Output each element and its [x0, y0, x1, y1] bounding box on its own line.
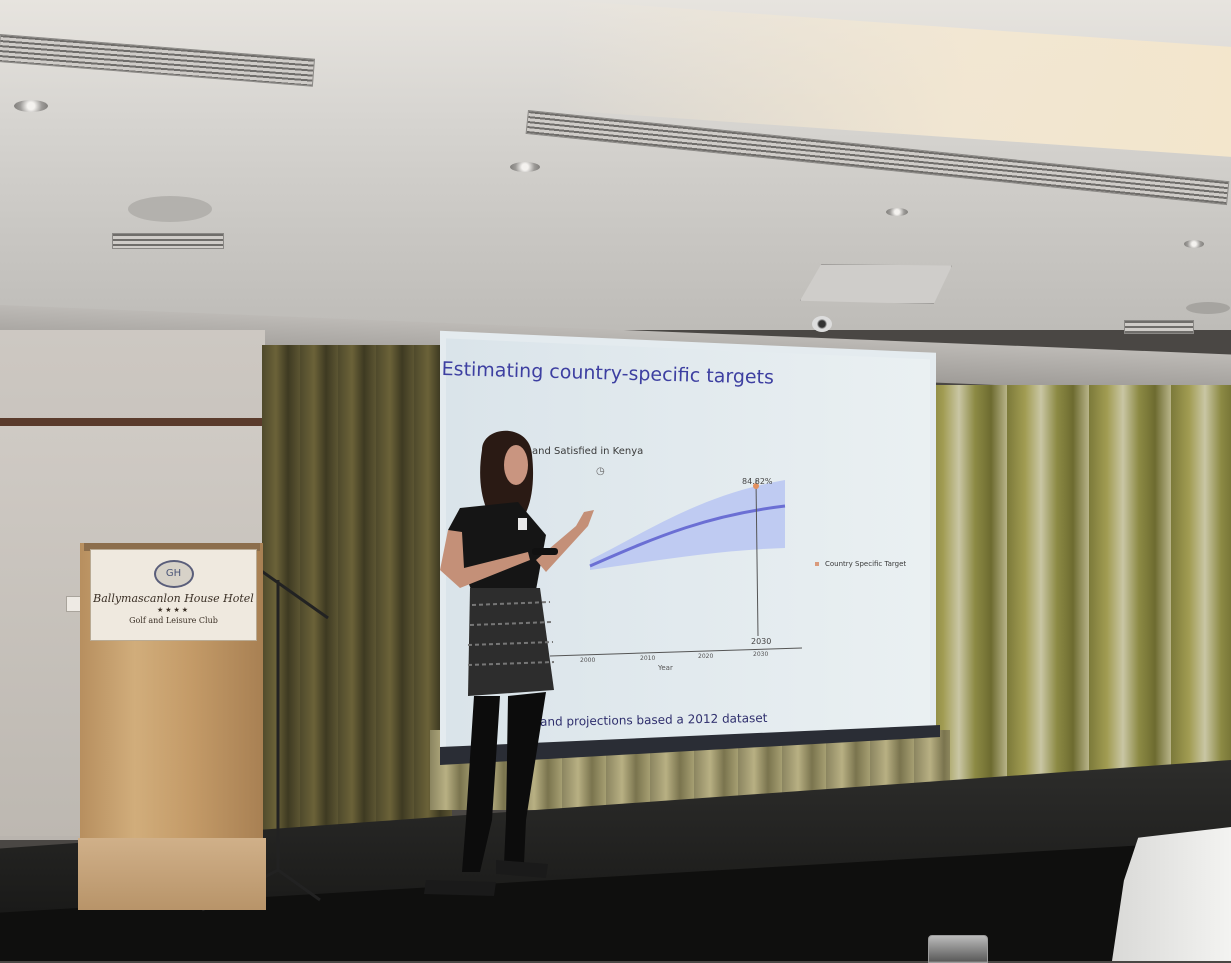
x-tick: 2000: [580, 657, 595, 664]
ceiling-vent-small: [112, 233, 224, 249]
presenter: [424, 430, 594, 896]
x-tick: 2030: [753, 651, 768, 658]
ceiling-access-panel: [800, 264, 952, 304]
hotel-logo: GH: [153, 560, 194, 588]
water-glass: [928, 935, 988, 963]
clock-icon: ◷: [596, 466, 605, 477]
downlight: [886, 208, 908, 216]
presenter-face: [504, 445, 528, 485]
star-rating: ★★★★: [156, 606, 191, 614]
x-tick: 2010: [640, 655, 655, 662]
legend-label: Country Specific Target: [825, 560, 907, 568]
podium-top: [84, 543, 260, 551]
target-vertical-line: [755, 479, 759, 637]
target-year-label: 2030: [751, 637, 771, 646]
podium-sign: GH Ballymascanlon House Hotel ★★★★ Golf …: [90, 549, 257, 641]
ceiling-vent-small: [1124, 320, 1194, 334]
x-axis-label: Year: [657, 664, 673, 672]
legend-swatch: [815, 562, 819, 566]
presenter-skirt: [468, 588, 554, 696]
presenter-shoe: [424, 880, 496, 896]
hotel-subtitle: Golf and Leisure Club: [129, 616, 218, 625]
curtain-right: [925, 385, 1231, 785]
presenter-shoe: [496, 860, 548, 878]
downlight: [1186, 302, 1230, 314]
presenter-arm-right: [536, 510, 594, 572]
downlight: [1184, 240, 1204, 248]
target-marker: [753, 483, 759, 489]
slide-chart: 84.82% 2000 2010 2020 2030 2030 Year ◷: [549, 466, 819, 672]
podium-base: [78, 838, 266, 910]
hotel-name: Ballymascanlon House Hotel: [93, 592, 254, 605]
lanyard-badge: [518, 518, 527, 530]
downlight: [14, 100, 48, 112]
x-tick: 2020: [698, 653, 713, 660]
trend-line: [589, 504, 786, 568]
curtain-left: [262, 345, 452, 835]
security-camera: [812, 316, 832, 332]
x-axis: [549, 647, 803, 657]
presenter-legs: [462, 692, 546, 872]
clicker: [532, 548, 558, 555]
chart-heading: and Satisfied in Kenya: [532, 446, 644, 457]
downlight: [510, 162, 540, 172]
wall-rail: [0, 418, 262, 426]
target-annotation: 84.82%: [742, 477, 773, 486]
uncertainty-band: [590, 480, 785, 570]
presenter-arm-left: [440, 530, 530, 588]
speaker-grille: [128, 196, 212, 222]
